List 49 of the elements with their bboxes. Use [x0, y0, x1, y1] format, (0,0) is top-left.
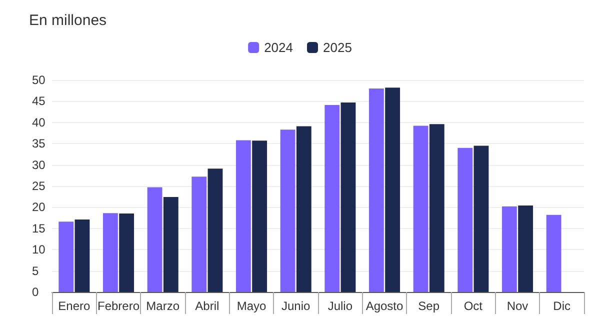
bar	[252, 140, 268, 292]
y-tick-label: 10	[32, 242, 46, 257]
bar	[546, 214, 562, 292]
bar	[429, 124, 444, 292]
y-tick-label: 5	[32, 264, 39, 278]
y-tick-label: 20	[32, 200, 46, 214]
x-tick-label: Dic	[553, 299, 571, 313]
chart-title: En millones	[29, 12, 107, 29]
bar	[324, 105, 340, 292]
x-tick-label: Nov	[506, 299, 528, 313]
y-tick-label: 40	[32, 115, 46, 130]
bar	[413, 126, 428, 292]
legend-label: 2025	[323, 40, 352, 55]
bar	[236, 140, 251, 292]
bar	[368, 88, 384, 292]
y-tick-label: 50	[32, 73, 46, 87]
bar	[280, 130, 296, 292]
bar	[58, 222, 74, 292]
x-tick-label: Oct	[464, 299, 484, 313]
x-tick-label: Julio	[328, 299, 353, 313]
y-tick-label: 45	[32, 94, 46, 108]
x-tick-label: Marzo	[146, 299, 180, 313]
x-tick-label: Abril	[195, 299, 220, 313]
y-tick-label: 30	[32, 158, 46, 172]
y-tick-label: 15	[32, 221, 46, 236]
bar	[74, 219, 90, 292]
y-tick-label: 35	[32, 136, 46, 151]
bar	[385, 88, 400, 292]
x-tick-label: Enero	[58, 299, 90, 313]
bar	[458, 148, 473, 292]
bar	[192, 176, 207, 292]
bar	[474, 146, 489, 292]
y-tick-label: 25	[32, 179, 46, 193]
y-tick-label: 0	[32, 285, 39, 299]
bar	[102, 213, 118, 292]
x-tick-label: Sep	[418, 299, 440, 313]
x-tick-label: Junio	[281, 299, 311, 313]
bar	[340, 102, 356, 292]
bar	[147, 187, 162, 292]
bar	[296, 126, 312, 292]
bar	[208, 168, 223, 292]
x-tick-label: Febrero	[97, 299, 140, 313]
bar	[163, 197, 178, 292]
bar	[518, 206, 534, 292]
bar	[119, 214, 134, 292]
x-tick-label: Mayo	[236, 299, 266, 313]
bar	[502, 206, 517, 292]
legend-label: 2024	[264, 40, 293, 55]
x-tick-label: Agosto	[366, 299, 404, 313]
